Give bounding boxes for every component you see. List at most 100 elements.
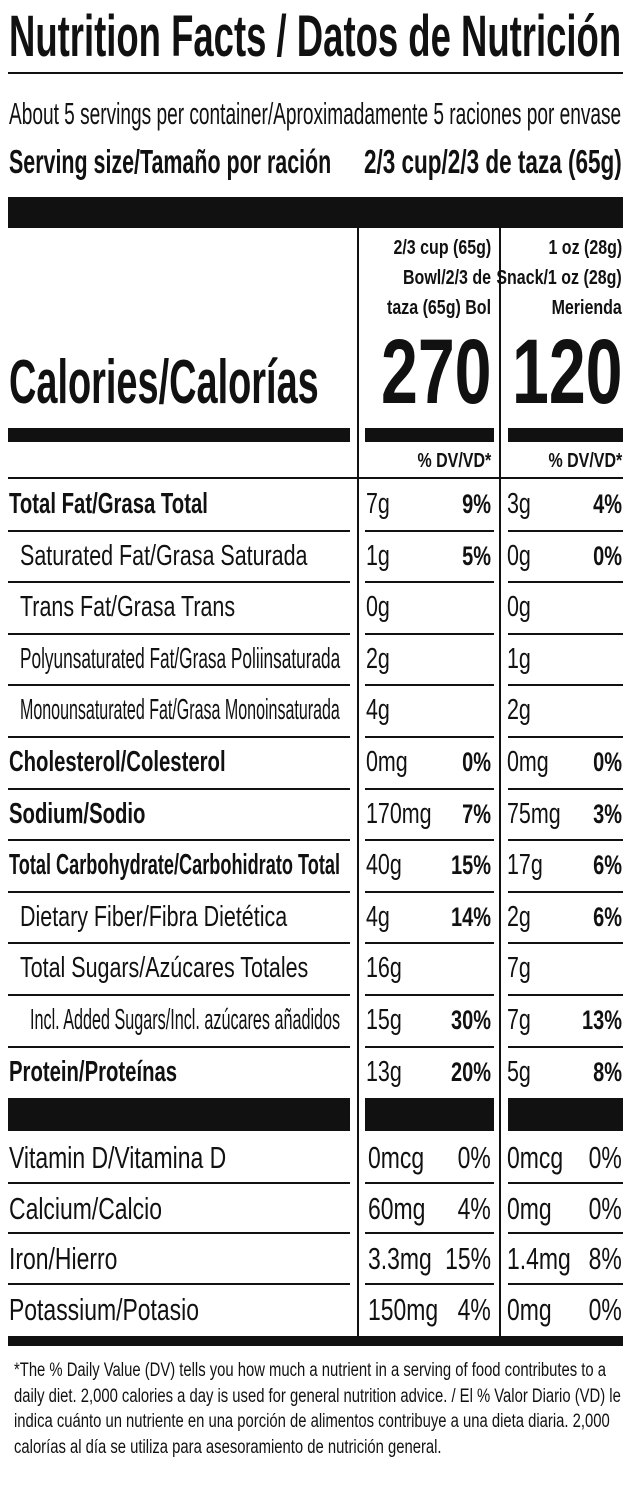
nutrient-name: Sodium/Sodio xyxy=(9,797,146,830)
nutrient-name: Dietary Fiber/Fibra Dietética xyxy=(20,900,288,933)
serving-header: taza (65g) Bol xyxy=(386,297,491,319)
thick-bar xyxy=(8,197,623,228)
header-rule xyxy=(8,72,623,74)
column-divider xyxy=(499,228,501,1337)
daily-value: 6% xyxy=(593,850,622,881)
row-rule xyxy=(365,994,494,996)
row-rule xyxy=(365,787,494,790)
amount: 1g xyxy=(507,642,531,675)
row-rule xyxy=(365,1232,494,1235)
daily-value: 0% xyxy=(593,747,622,777)
dv-header: % DV/VD* xyxy=(548,450,622,472)
daily-value: 4% xyxy=(457,1190,491,1226)
medium-bar xyxy=(508,1098,623,1132)
calories-value: 270 xyxy=(380,321,491,423)
amount: 75mg xyxy=(507,797,561,830)
daily-value: 0% xyxy=(457,1140,491,1176)
nutrient-name: Total Carbohydrate/Carbohidrato Total xyxy=(9,849,341,882)
row-rule xyxy=(8,942,350,945)
calories-value: 120 xyxy=(511,321,622,423)
amount: 7g xyxy=(507,1004,531,1036)
row-rule xyxy=(365,529,494,532)
row-rule xyxy=(8,477,623,479)
daily-value: 6% xyxy=(593,901,622,932)
serving-header: 1 oz (28g) xyxy=(548,237,622,259)
daily-value: 0% xyxy=(593,540,622,571)
row-rule xyxy=(508,890,623,893)
medium-bar xyxy=(8,428,350,442)
row-rule xyxy=(8,890,350,893)
title: Nutrition Facts / Datos de Nutrición xyxy=(9,4,622,69)
amount: 2g xyxy=(366,642,390,675)
daily-value: 8% xyxy=(593,1056,622,1087)
daily-value: 14% xyxy=(451,901,491,932)
nutrient-name: Total Sugars/Azúcares Totales xyxy=(20,952,309,985)
row-rule xyxy=(365,1045,494,1048)
amount: 2g xyxy=(507,694,531,727)
daily-value: 4% xyxy=(457,1291,491,1327)
amount: 0mg xyxy=(507,1190,552,1226)
daily-value: 7% xyxy=(462,798,491,829)
row-rule xyxy=(8,994,350,996)
serving-size-label: Serving size/Tamaño por ración xyxy=(9,143,332,180)
row-rule xyxy=(8,1232,350,1235)
nutrient-name: Monounsaturated Fat/Grasa Monoinsaturada xyxy=(20,694,340,727)
serving-header: Bowl/2/3 de xyxy=(402,267,491,289)
vitamin-name: Iron/Hierro xyxy=(9,1241,118,1277)
daily-value: 3% xyxy=(593,798,622,829)
row-rule xyxy=(508,994,623,996)
row-rule xyxy=(365,890,494,893)
daily-value: 9% xyxy=(462,489,491,519)
vitamin-name: Potassium/Potasio xyxy=(9,1291,199,1327)
serving-header: 2/3 cup (65g) xyxy=(393,237,491,259)
row-rule xyxy=(8,529,350,532)
row-rule xyxy=(508,1282,623,1285)
row-rule xyxy=(365,684,494,687)
row-rule xyxy=(508,1181,623,1184)
amount: 3.3mg xyxy=(368,1241,432,1277)
row-rule xyxy=(8,787,350,790)
daily-value: 5% xyxy=(462,540,491,571)
row-rule xyxy=(8,581,350,584)
nutrient-name: Protein/Proteínas xyxy=(9,1055,178,1088)
row-rule xyxy=(508,581,623,584)
nutrient-name: Total Fat/Grasa Total xyxy=(9,488,208,520)
amount: 0g xyxy=(366,591,390,624)
nutrient-name: Cholesterol/Colesterol xyxy=(9,746,226,778)
vitamin-name: Calcium/Calcio xyxy=(9,1190,162,1226)
row-rule xyxy=(508,632,623,635)
nutrient-name: Saturated Fat/Grasa Saturada xyxy=(20,539,308,572)
daily-value: 0% xyxy=(588,1291,622,1327)
daily-value: 8% xyxy=(588,1241,622,1277)
row-rule xyxy=(8,684,350,687)
medium-bar xyxy=(8,1098,350,1132)
amount: 0g xyxy=(507,539,531,572)
amount: 15g xyxy=(366,1004,402,1036)
serving-header: Merienda xyxy=(551,297,622,319)
amount: 0mg xyxy=(507,1291,552,1327)
nutrient-name: Incl. Added Sugars/Incl. azúcares añadid… xyxy=(30,1004,341,1036)
row-rule xyxy=(8,736,350,738)
row-rule xyxy=(365,1181,494,1184)
footnote: *The % Daily Value (DV) tells you how mu… xyxy=(14,1360,621,1458)
amount: 150mg xyxy=(368,1291,439,1327)
daily-value: 4% xyxy=(593,489,622,519)
amount: 7g xyxy=(366,488,390,520)
row-rule xyxy=(365,839,494,842)
row-rule xyxy=(508,684,623,687)
amount: 4g xyxy=(366,694,390,727)
amount: 0mcg xyxy=(507,1140,564,1176)
daily-value: 20% xyxy=(451,1056,491,1087)
serving-size-value: 2/3 cup/2/3 de taza (65g) xyxy=(364,143,622,180)
row-rule xyxy=(508,1045,623,1048)
amount: 4g xyxy=(366,900,390,933)
nutrient-name: Trans Fat/Grasa Trans xyxy=(20,591,236,624)
amount: 0mcg xyxy=(368,1140,425,1176)
row-rule xyxy=(508,736,623,738)
daily-value: 13% xyxy=(582,1005,622,1035)
row-rule xyxy=(365,581,494,584)
amount: 0mg xyxy=(366,746,408,778)
medium-bar xyxy=(365,428,494,442)
row-rule xyxy=(8,1045,350,1048)
